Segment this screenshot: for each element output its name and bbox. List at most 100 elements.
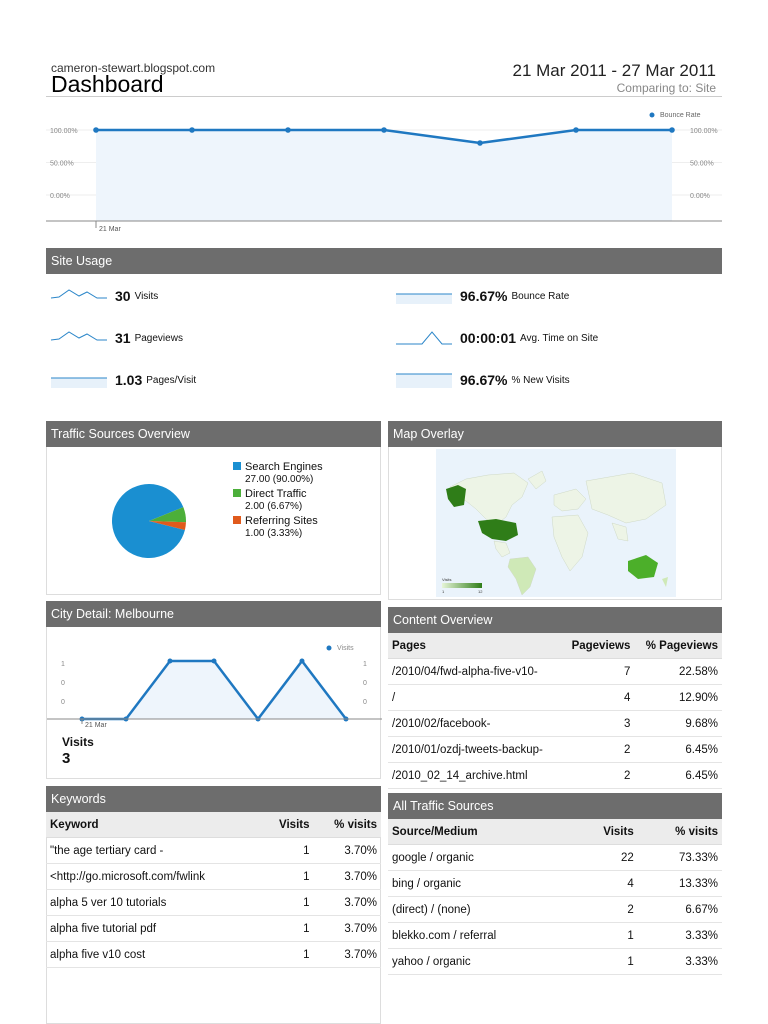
- content-name-cell[interactable]: /2010/01/ozdj-tweets-backup-: [388, 736, 562, 763]
- table-row[interactable]: /2010/04/fwd-alpha-five-v10- 7 22.58%: [388, 658, 722, 685]
- data-point[interactable]: [189, 127, 195, 133]
- legend-name: Search Engines: [245, 461, 323, 473]
- metric-pages-visit[interactable]: 1.03 Pages/Visit: [49, 370, 196, 390]
- pie-slice[interactable]: [104, 476, 194, 566]
- table-row[interactable]: google / organic 22 73.33%: [388, 844, 722, 871]
- y-tick-left: 1: [61, 661, 65, 668]
- legend-swatch: [233, 462, 241, 470]
- keyword-column-header[interactable]: % visits: [313, 812, 381, 838]
- legend-name: Referring Sites: [245, 515, 318, 527]
- keyword-column-header[interactable]: Keyword: [46, 812, 263, 838]
- content-value-cell: 22.58%: [634, 658, 722, 685]
- keyword-column-header[interactable]: Visits: [262, 812, 314, 838]
- source-column-header[interactable]: Visits: [573, 819, 638, 845]
- table-row[interactable]: /2010/01/ozdj-tweets-backup- 2 6.45%: [388, 736, 722, 763]
- all-traffic-table: Source/Medium Visits% visits google / orga…: [388, 819, 722, 975]
- table-row[interactable]: /2010/02/facebook- 3 9.68%: [388, 710, 722, 737]
- table-row[interactable]: bing / organic 4 13.33%: [388, 870, 722, 897]
- source-value-cell: 1: [573, 948, 638, 975]
- keyword-name-cell[interactable]: alpha five v10 cost: [46, 941, 263, 968]
- metric--new-visits[interactable]: 96.67%% New Visits: [394, 370, 570, 390]
- table-row[interactable]: alpha five v10 cost 1 3.70%: [46, 941, 381, 968]
- keyword-value-cell: 3.70%: [313, 837, 381, 864]
- source-name-cell[interactable]: yahoo / organic: [388, 948, 574, 975]
- legend-detail: 1.00 (3.33%): [245, 528, 303, 539]
- date-range[interactable]: 21 Mar 2011 - 27 Mar 2011: [512, 61, 717, 80]
- source-value-cell: 4: [573, 870, 638, 897]
- content-column-header[interactable]: Pages: [388, 633, 562, 659]
- table-row[interactable]: alpha 5 ver 10 tutorials 1 3.70%: [46, 889, 381, 916]
- data-point[interactable]: [93, 127, 99, 133]
- keyword-name-cell[interactable]: alpha five tutorial pdf: [46, 915, 263, 942]
- data-point[interactable]: [669, 127, 675, 133]
- source-column-header[interactable]: % visits: [637, 819, 722, 845]
- content-value-cell: 6.45%: [634, 762, 722, 789]
- metric-label: % New Visits: [511, 374, 570, 386]
- legend-detail: 27.00 (90.00%): [245, 474, 314, 485]
- metric-avg-time-on-site[interactable]: 00:00:01 Avg. Time on Site: [394, 328, 598, 348]
- legend-label: Visits: [337, 645, 354, 652]
- map-overlay-header: Map Overlay: [388, 421, 722, 447]
- source-column-header[interactable]: Source/Medium: [388, 819, 574, 845]
- source-name-cell[interactable]: blekko.com / referral: [388, 922, 574, 949]
- content-name-cell[interactable]: /2010_02_14_archive.html: [388, 762, 562, 789]
- data-point[interactable]: [573, 127, 579, 133]
- keyword-name-cell[interactable]: alpha 5 ver 10 tutorials: [46, 889, 263, 916]
- table-row[interactable]: /4 12.90%: [388, 684, 722, 711]
- all-traffic-header: All Traffic Sources: [388, 793, 722, 819]
- metric-visits[interactable]: 30 Visits: [49, 286, 158, 306]
- content-name-cell[interactable]: /2010/04/fwd-alpha-five-v10-: [388, 658, 562, 685]
- content-value-cell: 2: [561, 762, 635, 789]
- table-row[interactable]: blekko.com / referral 1 3.33%: [388, 922, 722, 949]
- keyword-name-cell[interactable]: "the age tertiary card -: [46, 837, 263, 864]
- x-tick-label: 21 Mar: [99, 226, 121, 233]
- content-name-cell[interactable]: /: [388, 684, 562, 711]
- data-point[interactable]: [211, 658, 217, 664]
- source-value-cell: 13.33%: [637, 870, 722, 897]
- metric-value: 96.67%: [460, 288, 508, 304]
- traffic-pie-chart: [104, 476, 194, 566]
- content-value-cell: 12.90%: [634, 684, 722, 711]
- keyword-value-cell: 1: [262, 837, 314, 864]
- sparkline: [50, 331, 107, 341]
- pie-slice[interactable]: [149, 514, 187, 530]
- table-row[interactable]: alpha five tutorial pdf 1 3.70%: [46, 915, 381, 942]
- data-point[interactable]: [299, 658, 305, 664]
- content-column-header[interactable]: Pageviews: [561, 633, 635, 659]
- legend-swatch: [233, 516, 241, 524]
- source-value-cell: 3.33%: [637, 922, 722, 949]
- keyword-value-cell: 1: [262, 915, 314, 942]
- data-point[interactable]: [285, 127, 291, 133]
- data-point[interactable]: [167, 658, 173, 664]
- source-name-cell[interactable]: bing / organic: [388, 870, 574, 897]
- metric-bounce-rate[interactable]: 96.67% Bounce Rate: [394, 286, 569, 306]
- source-name-cell[interactable]: (direct) / (none): [388, 896, 574, 923]
- y-tick-left: 100.00%: [50, 128, 78, 135]
- metric-pageviews[interactable]: 31 Pageviews: [49, 328, 183, 348]
- keyword-value-cell: 3.70%: [313, 941, 381, 968]
- table-row[interactable]: yahoo / organic 1 3.33%: [388, 948, 722, 975]
- metric-label: Pageviews: [134, 332, 183, 344]
- legend-item[interactable]: Direct Traffic 2.00 (6.67%): [233, 488, 307, 513]
- data-point[interactable]: [381, 127, 387, 133]
- pie-slice[interactable]: [149, 500, 189, 530]
- keyword-value-cell: 3.70%: [313, 863, 381, 890]
- map-overlay-panel: Visits 1 12: [388, 447, 722, 600]
- content-value-cell: 7: [561, 658, 635, 685]
- data-point[interactable]: [477, 140, 483, 146]
- legend-item[interactable]: Referring Sites 1.00 (3.33%): [233, 515, 318, 540]
- world-map[interactable]: [436, 449, 676, 597]
- content-column-header[interactable]: % Pageviews: [634, 633, 722, 659]
- table-row[interactable]: /2010_02_14_archive.html 2 6.45%: [388, 762, 722, 789]
- table-row[interactable]: "the age tertiary card -1 3.70%: [46, 837, 381, 864]
- legend-item[interactable]: Search Engines 27.00 (90.00%): [233, 461, 323, 486]
- keyword-name-cell[interactable]: <http://go.microsoft.com/fwlink: [46, 863, 263, 890]
- content-name-cell[interactable]: /2010/02/facebook-: [388, 710, 562, 737]
- source-value-cell: 3.33%: [637, 948, 722, 975]
- source-name-cell[interactable]: google / organic: [388, 844, 574, 871]
- table-row[interactable]: (direct) / (none) 2 6.67%: [388, 896, 722, 923]
- content-value-cell: 4: [561, 684, 635, 711]
- table-row[interactable]: <http://go.microsoft.com/fwlink 1 3.70%: [46, 863, 381, 890]
- sparkline: [396, 293, 452, 304]
- bounce-rate-chart-svg: Bounce Rate 100.00% 100.00% 50.00% 50.00% 0.0…: [46, 112, 722, 233]
